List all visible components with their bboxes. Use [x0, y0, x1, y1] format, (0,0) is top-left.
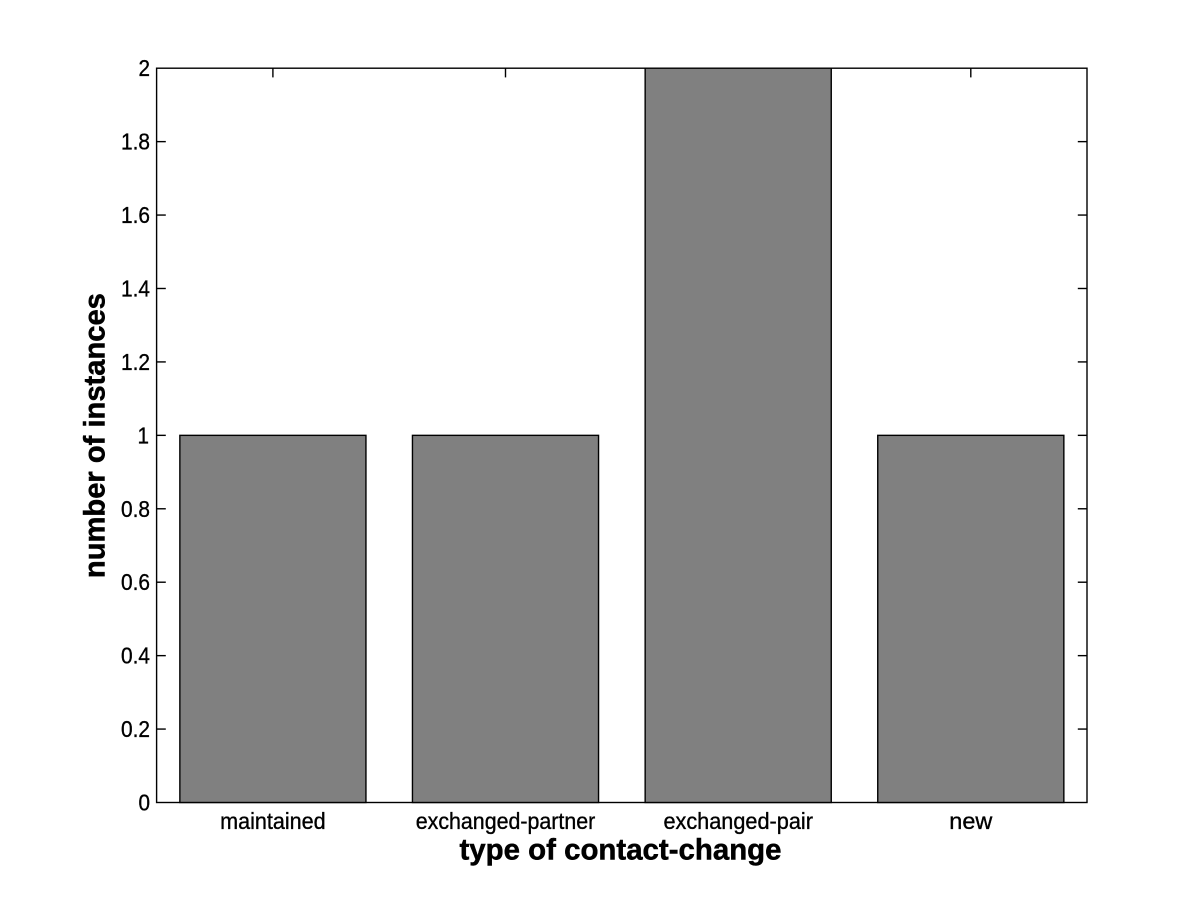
svg-text:0: 0 [139, 790, 151, 816]
svg-text:2: 2 [139, 55, 151, 81]
svg-text:0.2: 0.2 [121, 716, 150, 742]
svg-text:1: 1 [138, 422, 150, 448]
svg-text:exchanged-partner: exchanged-partner [416, 808, 596, 834]
svg-text:1.4: 1.4 [121, 275, 150, 301]
svg-text:exchanged-pair: exchanged-pair [663, 808, 813, 834]
svg-text:1.8: 1.8 [121, 129, 150, 155]
svg-text:0.8: 0.8 [121, 496, 150, 522]
svg-text:1.2: 1.2 [121, 349, 150, 375]
svg-text:0.4: 0.4 [121, 643, 150, 669]
svg-text:maintained: maintained [220, 808, 326, 834]
svg-text:1.6: 1.6 [121, 202, 150, 228]
svg-text:number of instances: number of instances [79, 293, 112, 578]
svg-text:0.6: 0.6 [121, 569, 150, 595]
svg-text:type of contact-change: type of contact-change [460, 834, 782, 867]
svg-text:new: new [949, 808, 992, 834]
